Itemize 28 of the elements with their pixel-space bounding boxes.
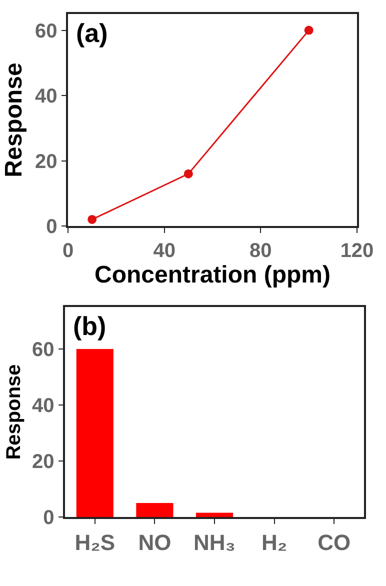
y-tick-label: 60	[35, 20, 58, 42]
point	[184, 169, 193, 178]
y-axis-title: Response	[0, 62, 28, 178]
y-tick-label: 40	[35, 86, 58, 108]
x-tick-label: 40	[153, 240, 176, 262]
x-tick-label: 80	[250, 240, 272, 262]
x-tick-label: H₂	[261, 530, 288, 556]
point	[304, 26, 314, 35]
annotation: (a)	[76, 18, 108, 48]
y-tick-label: 0	[43, 507, 54, 529]
bar	[196, 512, 234, 517]
bar	[136, 503, 174, 517]
x-axis-title: Concentration (ppm)	[94, 262, 330, 289]
point	[88, 214, 97, 224]
x-tick-label: NH₃	[194, 530, 236, 556]
y-tick-label: 40	[32, 395, 54, 417]
y-tick-label: 0	[46, 216, 58, 238]
y-axis-title: Response	[3, 364, 25, 460]
annotation: (b)	[73, 311, 106, 341]
y-tick-label: 20	[32, 451, 54, 473]
y-tick-label: 20	[35, 150, 58, 173]
y-tick-label: 60	[32, 339, 54, 361]
x-tick-label: H₂S	[74, 530, 116, 556]
bar	[76, 349, 114, 517]
x-tick-label: CO	[318, 530, 351, 556]
x-tick-label: 0	[62, 240, 74, 262]
x-tick-label: 120	[340, 240, 374, 262]
x-tick-label: NO	[138, 530, 172, 556]
